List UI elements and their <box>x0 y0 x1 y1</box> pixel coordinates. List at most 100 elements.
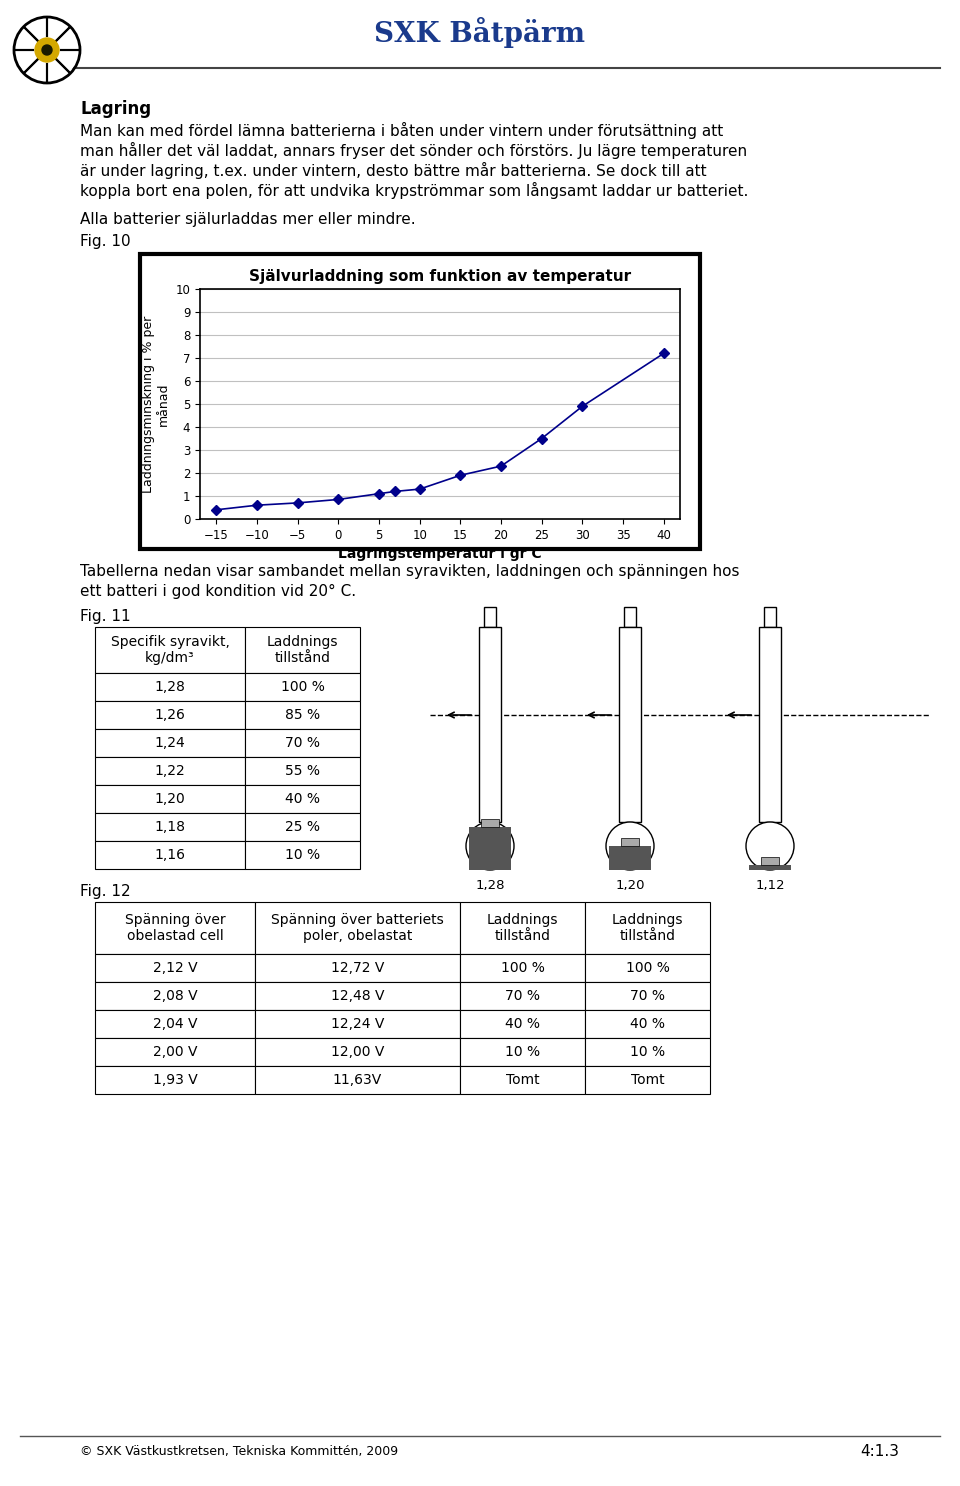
Text: 1,93 V: 1,93 V <box>153 1073 198 1086</box>
Text: 1,28: 1,28 <box>155 681 185 694</box>
Text: 10 %: 10 % <box>505 1045 540 1060</box>
Text: 1,28: 1,28 <box>475 880 505 892</box>
Text: koppla bort ena polen, för att undvika krypströmmar som långsamt laddar ur batte: koppla bort ena polen, för att undvika k… <box>80 181 749 199</box>
Bar <box>95 756 245 785</box>
Text: 12,24 V: 12,24 V <box>331 1016 384 1031</box>
Text: 4:1.3: 4:1.3 <box>860 1443 900 1458</box>
Text: Tomt: Tomt <box>506 1073 540 1086</box>
Text: Alla batterier själurladdas mer eller mindre.: Alla batterier själurladdas mer eller mi… <box>80 212 416 227</box>
Text: Fig. 12: Fig. 12 <box>80 884 131 899</box>
Text: 1,16: 1,16 <box>155 849 185 862</box>
Bar <box>469 826 511 869</box>
Text: 12,00 V: 12,00 V <box>331 1045 384 1060</box>
Text: 2,04 V: 2,04 V <box>153 1016 197 1031</box>
Text: SXK Båtpärm: SXK Båtpärm <box>374 16 586 48</box>
Bar <box>585 1039 710 1065</box>
Bar <box>460 1010 585 1039</box>
Bar <box>95 627 245 673</box>
Text: 1,24: 1,24 <box>155 736 185 750</box>
Text: man håller det väl laddat, annars fryser det sönder och förstörs. Ju lägre tempe: man håller det väl laddat, annars fryser… <box>80 143 747 159</box>
Text: är under lagring, t.ex. under vintern, desto bättre mår batterierna. Se dock til: är under lagring, t.ex. under vintern, d… <box>80 162 707 178</box>
Text: 1,20: 1,20 <box>155 792 185 805</box>
Bar <box>460 954 585 982</box>
Bar <box>460 982 585 1010</box>
Text: 85 %: 85 % <box>285 707 320 722</box>
Bar <box>95 701 245 730</box>
Bar <box>255 982 460 1010</box>
Bar <box>479 627 501 822</box>
Bar <box>481 819 499 826</box>
Bar <box>95 730 245 756</box>
Text: Laddnings
tillstånd: Laddnings tillstånd <box>612 912 684 944</box>
Text: Laddnings
tillstånd: Laddnings tillstånd <box>267 635 338 666</box>
Text: 40 %: 40 % <box>505 1016 540 1031</box>
X-axis label: Lagringstemperatur i gr C: Lagringstemperatur i gr C <box>338 547 541 562</box>
Bar <box>624 606 636 627</box>
Bar <box>255 902 460 954</box>
Text: 1,18: 1,18 <box>155 820 185 834</box>
Text: 70 %: 70 % <box>630 990 665 1003</box>
Bar <box>95 1065 255 1094</box>
Bar <box>609 846 651 869</box>
Text: © SXK Västkustkretsen, Tekniska Kommittén, 2009: © SXK Västkustkretsen, Tekniska Kommitté… <box>80 1444 398 1458</box>
Text: 10 %: 10 % <box>630 1045 665 1060</box>
Y-axis label: Laddningsminskning i % per
månad: Laddningsminskning i % per månad <box>142 315 170 493</box>
Circle shape <box>16 19 78 82</box>
Bar <box>619 627 641 822</box>
Text: 100 %: 100 % <box>500 961 544 975</box>
Text: 1,26: 1,26 <box>155 707 185 722</box>
Bar <box>255 1065 460 1094</box>
Bar <box>761 857 779 865</box>
Bar <box>585 1065 710 1094</box>
Bar <box>764 606 776 627</box>
Bar <box>585 902 710 954</box>
Bar <box>245 841 360 869</box>
Text: 40 %: 40 % <box>285 792 320 805</box>
Text: Fig. 10: Fig. 10 <box>80 233 131 250</box>
Text: Lagring: Lagring <box>80 100 151 117</box>
Circle shape <box>746 822 794 869</box>
Text: 10 %: 10 % <box>285 849 320 862</box>
Bar <box>255 1010 460 1039</box>
Bar <box>749 865 791 869</box>
Text: 70 %: 70 % <box>505 990 540 1003</box>
Circle shape <box>35 39 59 62</box>
Text: 25 %: 25 % <box>285 820 320 834</box>
Text: Tabellerna nedan visar sambandet mellan syravikten, laddningen och spänningen ho: Tabellerna nedan visar sambandet mellan … <box>80 565 739 580</box>
Text: 2,12 V: 2,12 V <box>153 961 198 975</box>
Bar <box>245 673 360 701</box>
Bar <box>621 838 639 846</box>
Text: Spänning över batteriets
poler, obelastat: Spänning över batteriets poler, obelasta… <box>271 912 444 944</box>
Bar <box>245 813 360 841</box>
Text: 1,12: 1,12 <box>756 880 785 892</box>
Bar <box>95 1039 255 1065</box>
Text: 12,72 V: 12,72 V <box>331 961 384 975</box>
Text: Specifik syravikt,
kg/dm³: Specifik syravikt, kg/dm³ <box>110 635 229 666</box>
Text: ett batteri i god kondition vid 20° C.: ett batteri i god kondition vid 20° C. <box>80 584 356 599</box>
Bar <box>484 606 496 627</box>
Text: 1,20: 1,20 <box>615 880 645 892</box>
Circle shape <box>42 45 52 55</box>
Bar <box>460 902 585 954</box>
Title: Självurladdning som funktion av temperatur: Självurladdning som funktion av temperat… <box>249 269 631 284</box>
Text: 100 %: 100 % <box>280 681 324 694</box>
Text: Tomt: Tomt <box>631 1073 664 1086</box>
Bar <box>95 673 245 701</box>
Bar <box>460 1039 585 1065</box>
Text: 2,08 V: 2,08 V <box>153 990 198 1003</box>
Bar <box>460 1065 585 1094</box>
Text: Fig. 11: Fig. 11 <box>80 609 131 624</box>
Bar <box>95 1010 255 1039</box>
Text: 11,63V: 11,63V <box>333 1073 382 1086</box>
Bar <box>140 254 700 548</box>
Bar <box>245 701 360 730</box>
Bar <box>95 954 255 982</box>
Bar <box>95 841 245 869</box>
Text: 2,00 V: 2,00 V <box>153 1045 197 1060</box>
Bar <box>95 785 245 813</box>
Text: Man kan med fördel lämna batterierna i båten under vintern under förutsättning a: Man kan med fördel lämna batterierna i b… <box>80 122 723 140</box>
Text: 1,22: 1,22 <box>155 764 185 779</box>
Bar <box>255 1039 460 1065</box>
Bar <box>585 954 710 982</box>
Text: 100 %: 100 % <box>626 961 669 975</box>
